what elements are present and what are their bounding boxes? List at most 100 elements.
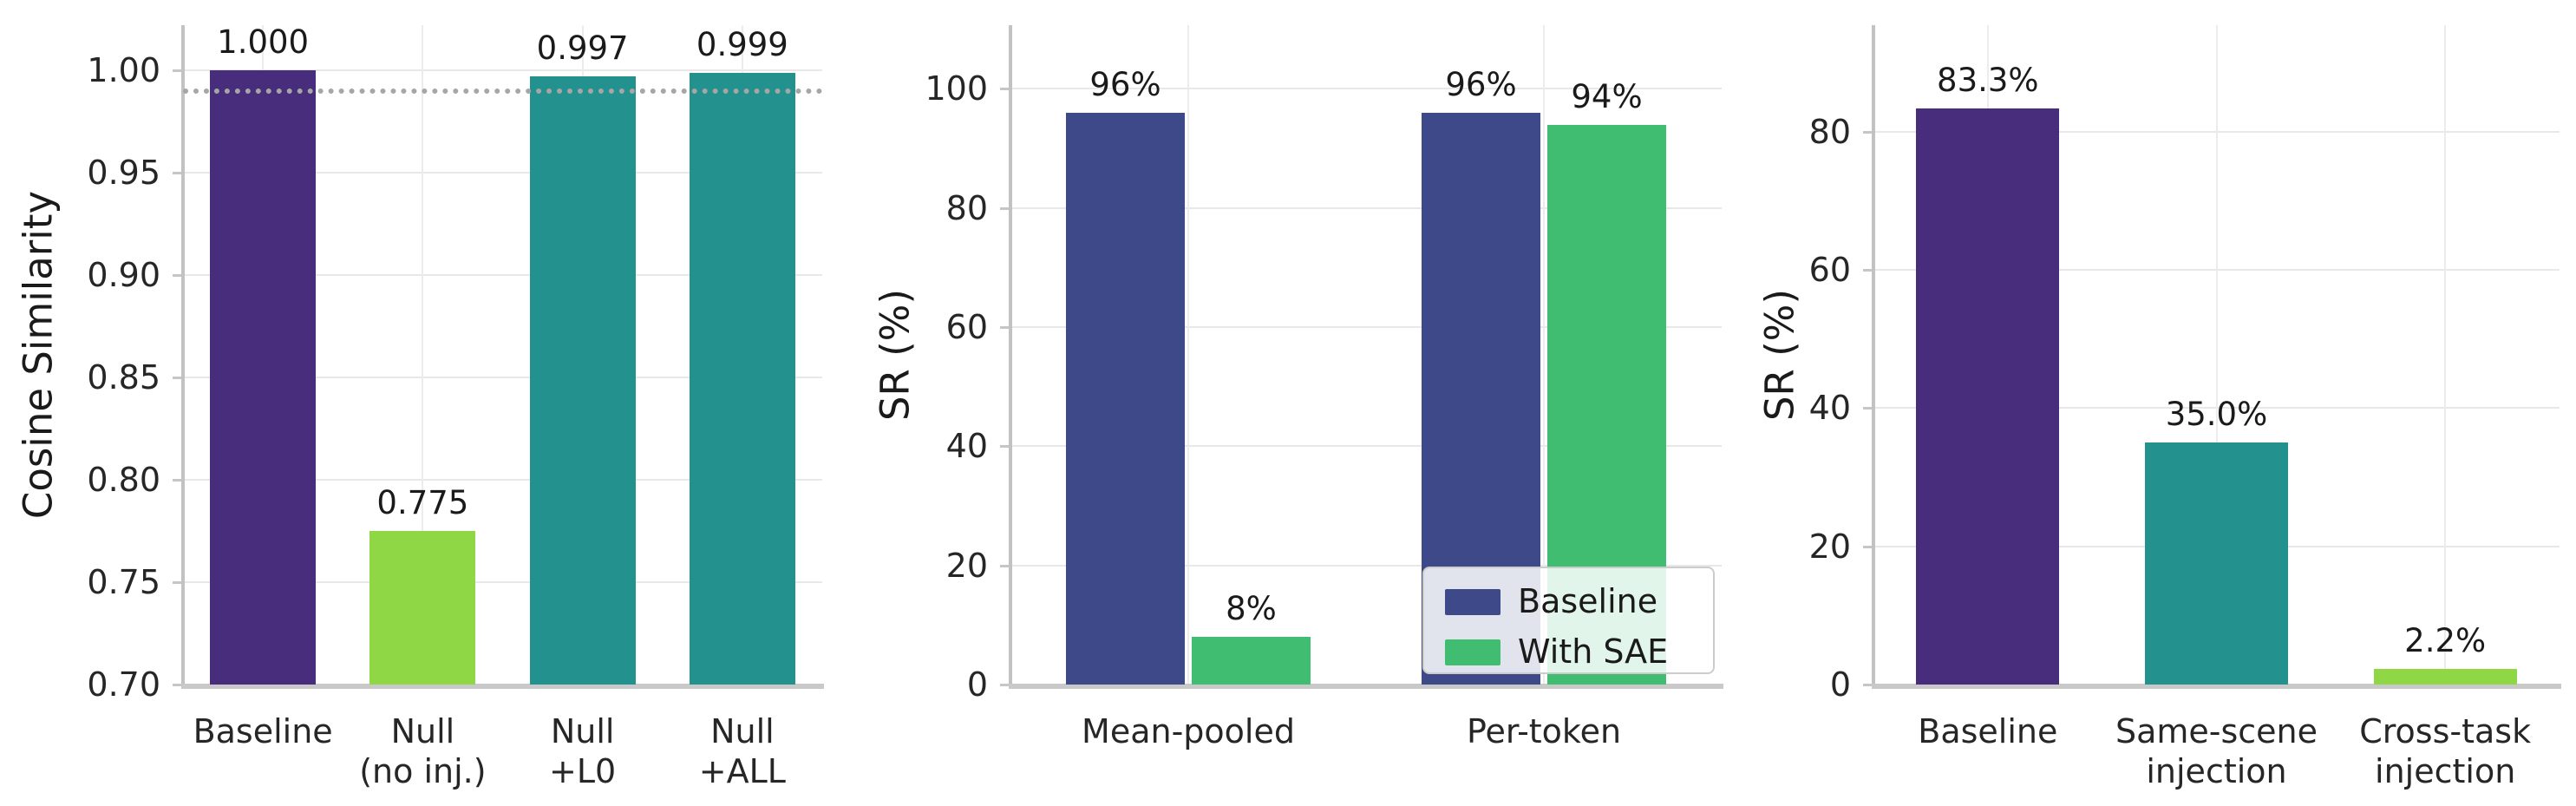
y-axis-spine (1872, 25, 1875, 685)
x-tick-label-baseline: Baseline (1918, 712, 2058, 750)
y-tickmark (1863, 407, 1873, 410)
y-tick-label: 100 (925, 69, 988, 108)
x-axis-spine (1872, 684, 2561, 689)
x-tick-label-null: Null +ALL (698, 712, 786, 790)
gridline-v (422, 25, 424, 685)
x-tick-label-same-scene: Same-scene injection (2115, 712, 2318, 790)
y-tick-label: 1.00 (87, 51, 160, 90)
x-tick-label-baseline: Baseline (193, 712, 333, 750)
y-tickmark (1863, 684, 1873, 686)
y-tick-label: 0.90 (87, 256, 160, 295)
gridline-h (183, 479, 822, 482)
y-tick-label: 0 (966, 665, 988, 704)
bar-value-label: 83.3% (1937, 62, 2039, 100)
gridline-h (1010, 326, 1722, 329)
y-tick-label: 60 (1808, 251, 1851, 289)
y-axis-spine (1009, 25, 1012, 685)
x-axis-spine (1009, 684, 1723, 689)
gridline-v (2215, 25, 2218, 685)
y-tickmark (173, 172, 183, 175)
reference-line (183, 88, 822, 94)
y-tickmark (173, 274, 183, 278)
bar-null-l0 (529, 76, 636, 685)
gridline-h (183, 172, 822, 174)
legend-row-baseline: Baseline (1445, 582, 1692, 620)
bar-value-label: 94% (1571, 77, 1643, 115)
y-tick-label: 40 (1808, 389, 1851, 428)
bar-cross-task-injection (2373, 669, 2517, 685)
y-tick-label: 20 (945, 546, 988, 585)
bar-mean-pooled-with-sae (1192, 637, 1311, 685)
y-tick-label: 0.70 (87, 665, 160, 704)
gridline-h (1010, 445, 1722, 448)
y-tickmark (1863, 130, 1873, 134)
y-tick-label: 80 (945, 188, 988, 227)
gridline-h (1010, 206, 1722, 209)
x-tick-label-null: Null +L0 (549, 712, 617, 790)
x-tick-label-per-token: Per-token (1466, 712, 1622, 750)
gridline-v (2444, 25, 2447, 685)
bar-null-no-inj (369, 531, 476, 685)
x-axis-spine (181, 684, 824, 689)
gridline-h (1010, 88, 1722, 90)
x-tick-label-mean-pooled: Mean-pooled (1082, 712, 1295, 750)
y-tickmark (1000, 684, 1010, 686)
y-tickmark (173, 479, 183, 482)
gridline-h (183, 377, 822, 379)
gridline-h (183, 69, 822, 72)
y-tickmark (173, 377, 183, 380)
y-tick-label: 80 (1808, 112, 1851, 151)
y-tickmark (1000, 564, 1010, 567)
x-tick-label-null: Null (no inj.) (359, 712, 487, 790)
bar-value-label: 8% (1226, 590, 1277, 628)
bar-value-label: 96% (1445, 65, 1517, 103)
bar-same-scene-injection (2145, 442, 2288, 685)
y-tickmark (173, 684, 183, 686)
gridline-h (183, 581, 822, 584)
y-tickmark (1000, 206, 1010, 210)
bar-value-label: 1.000 (217, 23, 310, 62)
y-tick-label: 0 (1829, 665, 1851, 704)
legend-label: With SAE (1518, 632, 1669, 671)
y-tickmark (173, 69, 183, 73)
bar-null-all (689, 72, 795, 685)
legend-swatch-with-sae (1445, 639, 1500, 665)
gridline-v (1187, 25, 1189, 685)
y-tick-label: 60 (945, 308, 988, 347)
y-axis-label: SR (%) (1756, 288, 1803, 422)
y-axis-spine (181, 25, 185, 685)
bar-baseline (210, 70, 317, 685)
legend-swatch-baseline (1445, 588, 1500, 615)
bar-baseline (1916, 108, 2060, 685)
y-tick-label: 40 (945, 427, 988, 466)
y-tick-label: 0.75 (87, 563, 160, 602)
legend-label: Baseline (1518, 582, 1658, 620)
gridline-h (183, 274, 822, 277)
y-tickmark (1000, 326, 1010, 330)
legend: Baseline With SAE (1422, 567, 1715, 674)
bar-value-label: 0.775 (376, 484, 469, 522)
y-tickmark (1863, 545, 1873, 548)
y-tickmark (1863, 269, 1873, 272)
bar-value-label: 35.0% (2165, 396, 2268, 434)
bar-value-label: 0.999 (696, 25, 788, 63)
y-tickmark (1000, 445, 1010, 449)
gridline-h (1010, 564, 1722, 567)
y-tickmark (1000, 88, 1010, 91)
bar-value-label: 96% (1089, 65, 1161, 103)
y-tickmark (173, 581, 183, 585)
y-tick-label: 0.95 (87, 154, 160, 193)
y-tick-label: 0.85 (87, 358, 160, 397)
y-tick-label: 20 (1808, 527, 1851, 566)
legend-row-with-sae: With SAE (1445, 632, 1692, 671)
x-tick-label-cross-task: Cross-task injection (2359, 712, 2532, 790)
bar-value-label: 0.997 (536, 29, 629, 68)
bar-mean-pooled-baseline (1066, 112, 1185, 685)
y-tick-label: 0.80 (87, 461, 160, 500)
gridline-v (1543, 25, 1545, 685)
bar-value-label: 2.2% (2404, 622, 2487, 660)
